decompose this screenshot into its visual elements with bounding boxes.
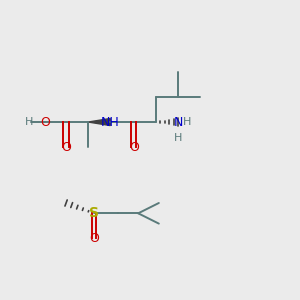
Polygon shape bbox=[88, 118, 110, 126]
Text: O: O bbox=[61, 141, 71, 154]
Text: H: H bbox=[183, 117, 191, 127]
Text: S: S bbox=[89, 206, 99, 220]
Text: O: O bbox=[129, 141, 139, 154]
Text: O: O bbox=[89, 232, 99, 245]
Text: NH: NH bbox=[101, 116, 120, 128]
Text: H: H bbox=[174, 133, 182, 143]
Text: H·: H· bbox=[25, 117, 37, 127]
Text: N: N bbox=[173, 116, 183, 128]
Text: O: O bbox=[40, 116, 50, 128]
